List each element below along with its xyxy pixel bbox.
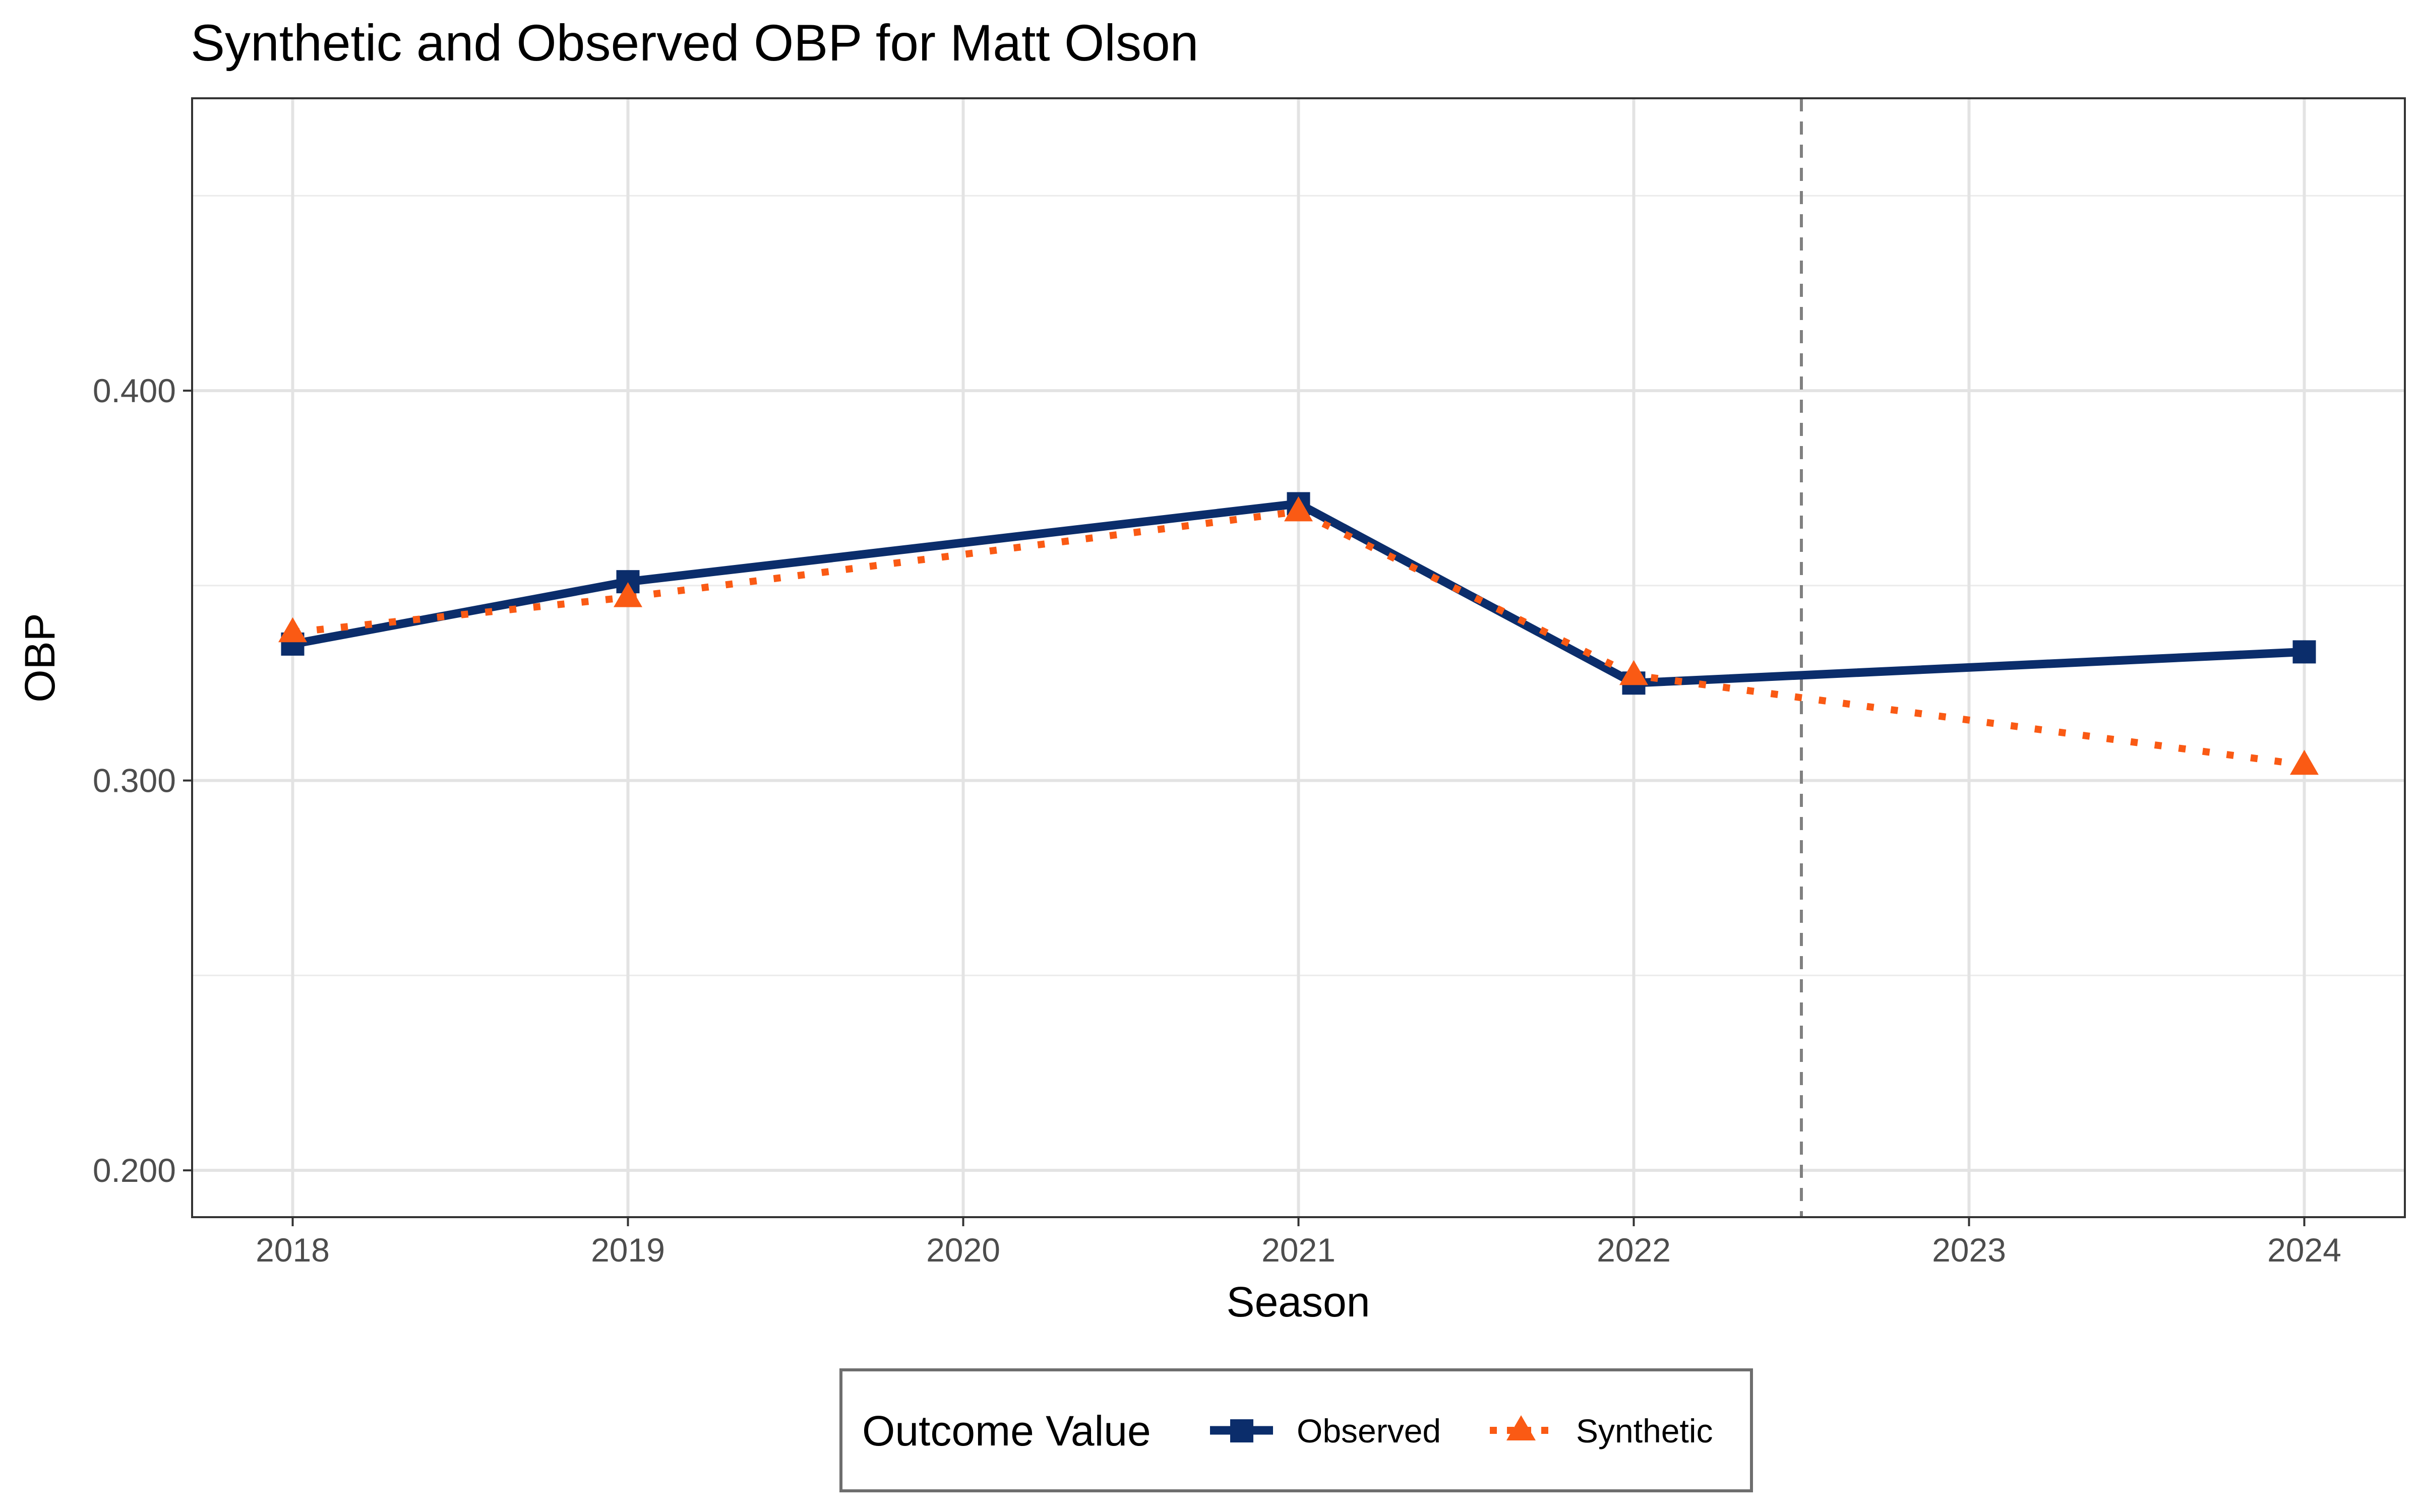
- point-observed: [2292, 640, 2316, 664]
- legend: Outcome Value Observed Synthetic: [839, 1368, 1753, 1492]
- y-tick-label: 0.300: [93, 762, 176, 799]
- x-tick-label: 2020: [926, 1231, 1000, 1269]
- x-tick-label: 2021: [1261, 1231, 1336, 1269]
- point-synthetic: [1284, 496, 1313, 522]
- x-axis-title: Season: [1227, 1278, 1370, 1326]
- legend-title: Outcome Value: [862, 1407, 1151, 1455]
- y-tick-label: 0.200: [93, 1152, 176, 1189]
- legend-key-synthetic-marker: [1506, 1415, 1536, 1440]
- legend-keys: [1210, 1415, 1553, 1442]
- legend-label-synthetic: Synthetic: [1576, 1412, 1713, 1450]
- series-markers: [278, 492, 2319, 775]
- chart-title: Synthetic and Observed OBP for Matt Olso…: [191, 14, 1198, 72]
- axes: 2018 2019 2020 2021 2022 2023 2024 0.200 0.300 0.…: [93, 372, 2341, 1269]
- point-synthetic: [278, 617, 307, 643]
- x-tick-label: 2018: [256, 1231, 330, 1269]
- x-tick-label: 2022: [1597, 1231, 1671, 1269]
- point-synthetic: [2290, 749, 2319, 775]
- x-tick-label: 2023: [1932, 1231, 2006, 1269]
- legend-key-observed-marker: [1230, 1419, 1253, 1442]
- grid: [192, 98, 2405, 1217]
- series-line-synthetic: [292, 508, 2305, 769]
- point-synthetic: [1619, 660, 1648, 685]
- point-synthetic: [614, 582, 642, 607]
- x-tick-label: 2019: [591, 1231, 665, 1269]
- x-tick-label: 2024: [2267, 1231, 2341, 1269]
- y-tick-label: 0.400: [93, 372, 176, 409]
- legend-label-observed: Observed: [1297, 1412, 1441, 1450]
- y-axis-title: OBP: [16, 613, 64, 702]
- legend-box: [839, 1368, 1753, 1492]
